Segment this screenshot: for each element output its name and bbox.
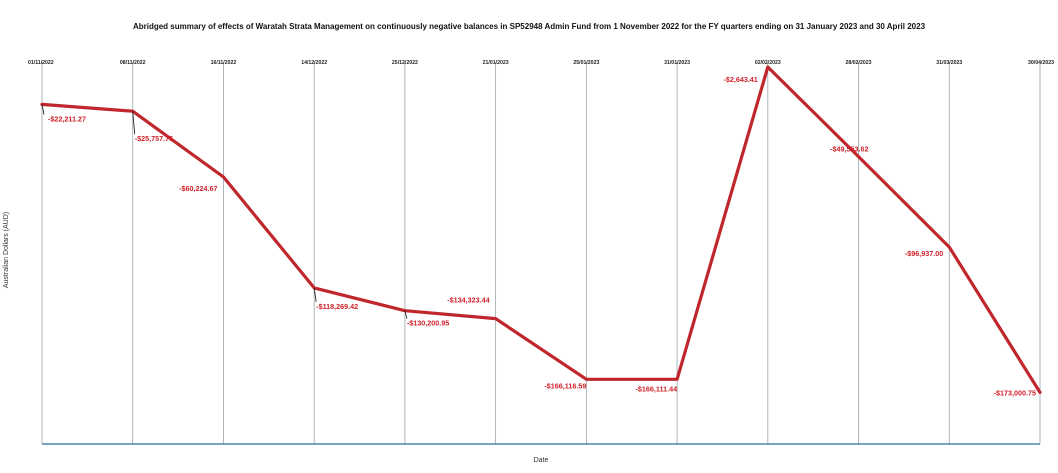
x-tick-label: 01/11/2022 [28, 60, 54, 66]
data-label: -$130,200.95 [407, 319, 449, 328]
label-leader [132, 111, 136, 135]
data-label: -$2,643.41 [723, 75, 757, 84]
x-tick-label: 25/12/2022 [392, 60, 418, 66]
data-label: -$166,111.44 [636, 384, 678, 393]
x-tick-label: 31/03/2023 [936, 60, 962, 66]
data-label: -$22,211.27 [48, 114, 86, 123]
x-tick-labels: 01/11/2022 08/11/2022 16/11/2022 14/12/2022… [28, 60, 1054, 66]
data-label: -$96,937.00 [905, 249, 943, 258]
data-labels: -$22,211.27 -$25,757.76 -$60,224.67 -$118,2… [48, 75, 1036, 397]
x-tick-label: 31/01/2023 [664, 60, 690, 66]
series [40, 65, 1042, 394]
data-label: -$49,553.62 [830, 145, 868, 154]
grid [41, 62, 1041, 444]
label-leader [404, 310, 408, 319]
x-tick-label: 16/11/2022 [211, 60, 237, 66]
data-label: -$134,323.44 [447, 296, 489, 305]
data-label: -$173,000.75 [994, 388, 1036, 397]
data-label: -$25,757.76 [135, 134, 173, 143]
x-tick-label: 21/01/2023 [483, 60, 509, 66]
x-tick-label: 14/12/2022 [301, 60, 327, 66]
x-tick-label: 08/11/2022 [120, 60, 146, 66]
chart-title: Abridged summary of effects of Waratah S… [133, 22, 926, 31]
series-line [40, 65, 1042, 394]
label-leader [41, 104, 45, 115]
x-axis-title: Date [534, 457, 549, 464]
label-leaders [41, 104, 408, 319]
x-tick-label: 25/01/2023 [573, 60, 599, 66]
data-label: -$60,224.67 [179, 184, 217, 193]
data-label: -$118,269.42 [316, 302, 358, 311]
label-leader [313, 287, 317, 302]
x-tick-label: 30/04/2023 [1028, 60, 1054, 66]
x-tick-label: 02/02/2023 [755, 60, 781, 66]
x-tick-label: 28/02/2023 [846, 60, 872, 66]
y-axis-title: Australian Dollars (AUD) [3, 212, 10, 288]
data-label: -$166,116.59 [544, 381, 586, 390]
